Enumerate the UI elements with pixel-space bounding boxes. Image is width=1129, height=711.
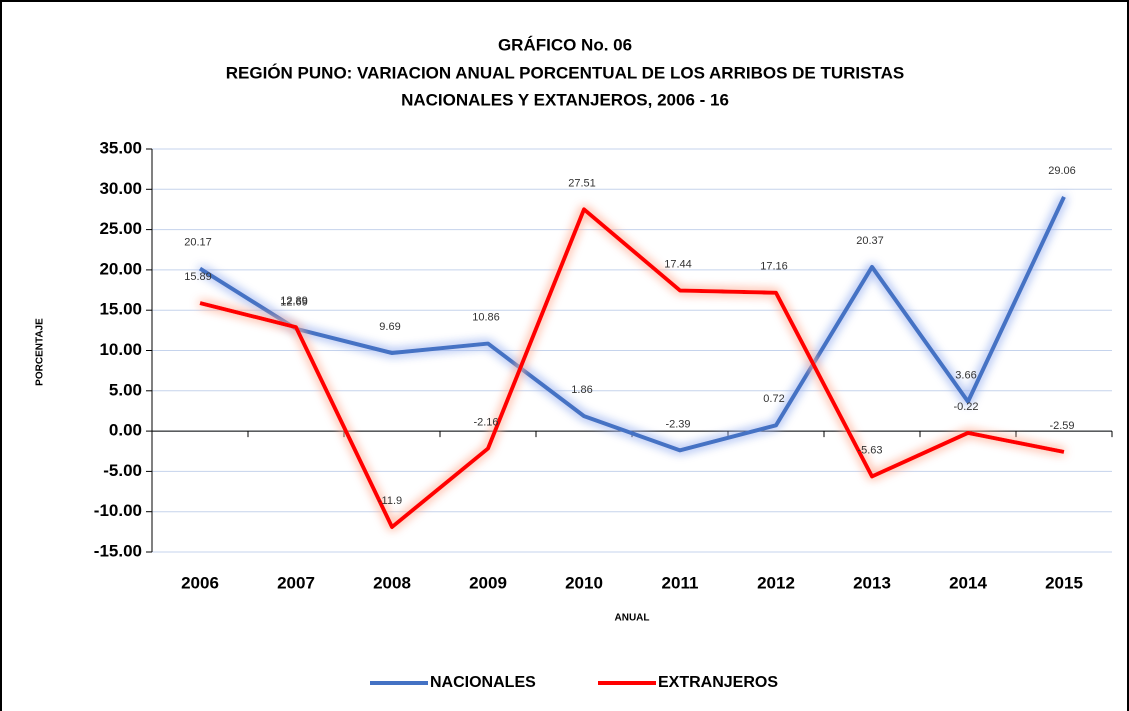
data-label: -2.59: [1049, 420, 1074, 432]
y-tick-label: 25.00: [99, 219, 142, 238]
chart-title: NACIONALES Y EXTANJEROS, 2006 - 16: [401, 90, 729, 109]
series-line: [198, 196, 1066, 453]
data-label: 3.66: [955, 370, 976, 382]
data-label: 0.72: [763, 393, 784, 405]
data-label: 12.89: [280, 295, 308, 307]
data-label: 15.89: [184, 271, 212, 283]
data-label: 20.37: [856, 235, 884, 247]
y-axis-label: PORCENTAJE: [35, 318, 46, 386]
chart-title: REGIÓN PUNO: VARIACION ANUAL PORCENTUAL …: [226, 63, 904, 82]
x-tick-label: 2012: [757, 573, 795, 592]
y-tick-label: 15.00: [99, 300, 142, 319]
x-tick-label: 2010: [565, 573, 603, 592]
data-label: -0.22: [953, 401, 978, 413]
x-tick-label: 2008: [373, 573, 411, 592]
data-label: -2.16: [473, 416, 498, 428]
x-tick-label: 2011: [662, 573, 699, 592]
y-tick-label: 10.00: [99, 340, 142, 359]
data-label: 1.86: [571, 384, 592, 396]
data-label: -2.39: [665, 418, 690, 430]
y-tick-label: -15.00: [94, 541, 142, 560]
legend-label: NACIONALES: [430, 674, 536, 691]
legend-label: EXTRANJEROS: [658, 674, 778, 691]
data-label: 17.44: [664, 258, 692, 270]
data-label: 29.06: [1048, 165, 1076, 177]
x-tick-label: 2007: [277, 573, 315, 592]
x-axis-label: ANUAL: [615, 613, 650, 624]
y-tick-label: 20.00: [99, 259, 142, 278]
y-tick-label: -5.00: [103, 461, 142, 480]
data-label: 27.51: [568, 177, 596, 189]
chart-title: GRÁFICO No. 06: [498, 35, 632, 54]
data-label: 9.69: [379, 321, 400, 333]
data-label: 10.86: [472, 311, 500, 323]
x-tick-label: 2015: [1045, 573, 1083, 592]
x-tick-label: 2013: [853, 573, 891, 592]
x-tick-label: 2009: [469, 573, 507, 592]
y-tick-label: 35.00: [99, 138, 142, 157]
data-label: -11.9: [378, 495, 402, 507]
y-tick-label: 30.00: [99, 179, 142, 198]
data-label: 12.69: [280, 297, 308, 309]
y-tick-label: -10.00: [94, 501, 142, 520]
data-label: -5.63: [857, 444, 882, 456]
y-tick-label: 5.00: [109, 380, 142, 399]
data-label: 17.16: [760, 261, 788, 273]
x-tick-label: 2006: [181, 573, 219, 592]
x-tick-label: 2014: [949, 573, 987, 592]
y-tick-label: 0.00: [109, 421, 142, 440]
series-line: [199, 207, 1065, 530]
data-label: 20.17: [184, 236, 212, 248]
